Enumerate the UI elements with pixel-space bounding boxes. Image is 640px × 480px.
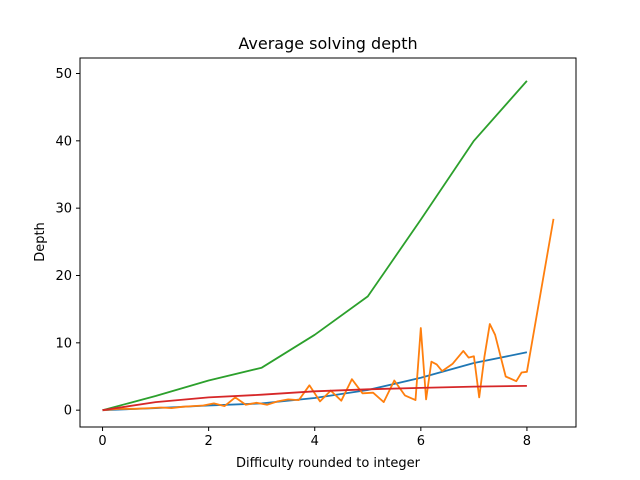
- y-tick-label: 0: [64, 404, 72, 419]
- y-tick-label: 10: [55, 336, 72, 351]
- x-tick-label: 4: [311, 434, 319, 449]
- x-tick-label: 8: [523, 434, 531, 449]
- y-tick-label: 30: [55, 202, 72, 217]
- series-line-4: [102, 385, 527, 412]
- x-axis-label: Difficulty rounded to integer: [236, 456, 421, 471]
- x-tick-label: 6: [417, 434, 425, 449]
- y-tick-label: 20: [55, 269, 72, 284]
- y-tick-label: 50: [55, 67, 72, 82]
- y-tick-label: 40: [55, 134, 72, 149]
- y-axis-label: Depth: [33, 222, 48, 262]
- series-layer: [102, 80, 555, 412]
- x-tick-label: 0: [98, 434, 106, 449]
- x-tick-label: 2: [205, 434, 213, 449]
- series-line-2: [102, 218, 555, 412]
- axes-layer: 0 2 4 6 8 0 10 20 30 40 50: [55, 57, 577, 449]
- plot-frame: [79, 57, 577, 428]
- series-line-3: [102, 80, 528, 412]
- chart-title: Average solving depth: [238, 34, 417, 53]
